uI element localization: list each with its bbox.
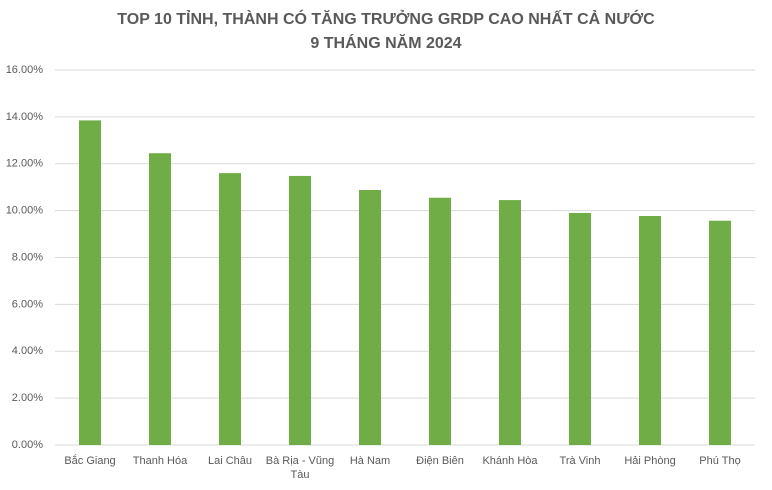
- x-tick-label: Phú Thọ: [699, 455, 741, 467]
- bar: [639, 216, 661, 445]
- bar: [289, 175, 311, 445]
- x-tick-label: Hải Phòng: [624, 455, 676, 467]
- y-tick-label: 8.00%: [12, 251, 43, 263]
- y-tick-label: 6.00%: [12, 298, 43, 310]
- y-tick-label: 0.00%: [12, 439, 43, 451]
- chart-subtitle: 9 THÁNG NĂM 2024: [310, 33, 461, 52]
- bar: [429, 197, 451, 445]
- y-tick-label: 2.00%: [12, 392, 43, 404]
- chart-title: TOP 10 TỈNH, THÀNH CÓ TĂNG TRƯỞNG GRDP C…: [117, 9, 655, 28]
- y-tick-label: 4.00%: [12, 345, 43, 357]
- y-tick-label: 10.00%: [6, 205, 44, 217]
- bar: [79, 120, 101, 445]
- bar: [499, 200, 521, 445]
- bar: [569, 212, 591, 445]
- y-tick-label: 16.00%: [6, 64, 44, 76]
- bar: [709, 220, 731, 445]
- y-tick-label: 12.00%: [6, 158, 44, 170]
- y-tick-label: 14.00%: [6, 111, 44, 123]
- x-tick-label: Thanh Hóa: [132, 455, 188, 467]
- bar: [219, 173, 241, 445]
- x-tick-label: Hà Nam: [349, 455, 391, 467]
- x-tick-label: Khánh Hòa: [482, 455, 538, 467]
- x-tick-label: Bà Rịa - Vũng Tàu: [265, 455, 335, 481]
- bar: [149, 153, 171, 445]
- x-tick-label: Bắc Giang: [64, 455, 116, 467]
- x-tick-label: Trà Vinh: [559, 455, 601, 467]
- x-tick-label: Điện Biên: [416, 455, 464, 467]
- x-tick-label: Lai Châu: [207, 455, 253, 467]
- bar: [359, 190, 381, 445]
